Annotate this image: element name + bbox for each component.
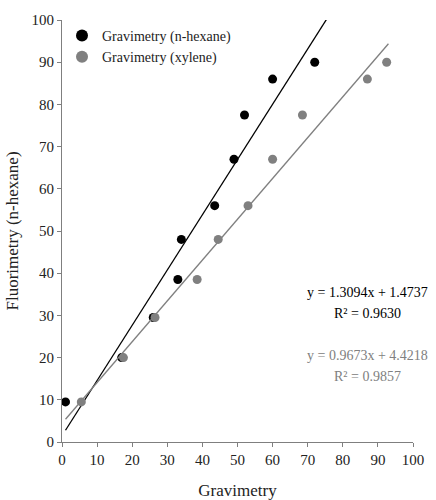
svg-text:R² = 0.9630: R² = 0.9630: [334, 306, 401, 321]
svg-text:40: 40: [39, 265, 54, 281]
svg-text:60: 60: [39, 181, 54, 197]
svg-text:100: 100: [32, 12, 55, 28]
svg-text:Gravimetry: Gravimetry: [198, 481, 277, 500]
svg-text:Gravimetry (xylene): Gravimetry (xylene): [102, 50, 217, 66]
svg-text:80: 80: [335, 452, 350, 468]
svg-text:100: 100: [402, 452, 425, 468]
svg-text:90: 90: [370, 452, 385, 468]
svg-text:R² = 0.9857: R² = 0.9857: [334, 369, 401, 384]
svg-text:10: 10: [90, 452, 105, 468]
svg-text:y = 1.3094x + 1.4737: y = 1.3094x + 1.4737: [307, 285, 428, 300]
svg-text:Gravimetry (n-hexane): Gravimetry (n-hexane): [102, 29, 231, 45]
svg-text:Fluorimetry (n-hexane): Fluorimetry (n-hexane): [3, 151, 22, 310]
svg-text:70: 70: [300, 452, 315, 468]
svg-text:80: 80: [39, 97, 54, 113]
svg-text:30: 30: [39, 308, 54, 324]
svg-text:y = 0.9673x + 4.4218: y = 0.9673x + 4.4218: [307, 348, 428, 363]
svg-text:50: 50: [39, 223, 54, 239]
svg-text:0: 0: [47, 434, 55, 450]
svg-text:40: 40: [195, 452, 210, 468]
svg-text:30: 30: [160, 452, 175, 468]
svg-text:20: 20: [39, 350, 54, 366]
svg-text:70: 70: [39, 139, 54, 155]
svg-text:90: 90: [39, 54, 54, 70]
svg-text:0: 0: [58, 452, 66, 468]
svg-text:60: 60: [265, 452, 280, 468]
svg-text:20: 20: [125, 452, 140, 468]
svg-text:10: 10: [39, 392, 54, 408]
svg-text:50: 50: [230, 452, 245, 468]
